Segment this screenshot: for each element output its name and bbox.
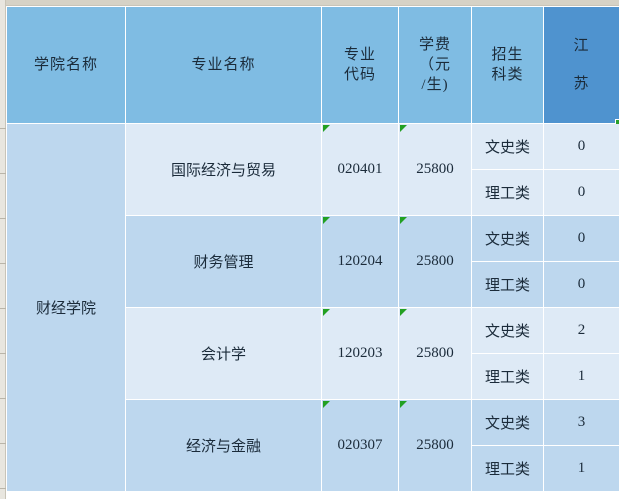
tuition-fee: 25800 — [416, 161, 454, 177]
cell-kelei[interactable]: 理工类 — [471, 445, 544, 492]
table-row: 理工类 0 — [7, 261, 619, 308]
kelei-name: 理工类 — [484, 278, 530, 294]
admission-plan-table: 学院名称 专业名称 专业 代码 学费 （元 /生) 招生 科类 — [6, 6, 619, 492]
tuition-fee: 25800 — [416, 253, 454, 269]
green-triangle-icon — [400, 401, 407, 408]
cell-code[interactable]: 020307 — [321, 399, 399, 492]
kelei-name: 理工类 — [484, 186, 530, 202]
cell-fee[interactable]: 25800 — [398, 399, 472, 492]
kelei-name: 文史类 — [484, 140, 530, 156]
cell-fee[interactable]: 25800 — [398, 307, 472, 400]
cell-fee[interactable]: 25800 — [398, 123, 472, 216]
header-cell-code[interactable]: 专业 代码 — [321, 6, 399, 124]
table-row: 经济与金融 020307 25800 文史类 3 — [7, 399, 619, 492]
jiangsu-quota: 0 — [577, 138, 586, 154]
column-header-strip — [0, 0, 619, 6]
header-cell-jiangsu-selected[interactable]: 江 苏 — [543, 6, 619, 126]
header-label-major: 专业名称 — [191, 56, 256, 73]
header-cell-major[interactable]: 专业名称 — [125, 6, 322, 124]
header-cell-kelei[interactable]: 招生 科类 — [471, 6, 544, 124]
green-triangle-icon — [323, 125, 330, 132]
table-row: 理工类 0 — [7, 169, 619, 216]
cell-kelei[interactable]: 文史类 — [471, 123, 544, 170]
cell-kelei[interactable]: 文史类 — [471, 307, 544, 354]
major-name: 经济与金融 — [185, 439, 261, 455]
header-label-fee-line2: （元 — [418, 56, 451, 73]
green-triangle-icon — [323, 217, 330, 224]
green-triangle-icon — [323, 401, 330, 408]
green-triangle-icon — [400, 217, 407, 224]
cell-major[interactable]: 经济与金融 — [125, 399, 322, 492]
header-label-code-line2: 代码 — [343, 67, 376, 83]
major-name: 国际经济与贸易 — [170, 163, 276, 179]
cell-fee[interactable]: 25800 — [398, 215, 472, 308]
jiangsu-quota: 1 — [577, 368, 586, 384]
major-code: 020401 — [337, 161, 383, 177]
header-label-jiangsu-line2: 苏 — [573, 76, 590, 92]
header-label-kelei-line2: 科类 — [491, 67, 524, 83]
major-code: 020307 — [337, 437, 383, 453]
jiangsu-quota: 0 — [577, 184, 586, 200]
kelei-name: 文史类 — [484, 232, 530, 248]
cell-jiangsu-quota[interactable]: 0 — [543, 261, 619, 308]
header-label-fee-line3: /生) — [421, 77, 449, 94]
cell-kelei[interactable]: 文史类 — [471, 399, 544, 446]
cell-kelei[interactable]: 理工类 — [471, 261, 544, 308]
green-triangle-icon — [400, 309, 407, 316]
header-cell-fee[interactable]: 学费 （元 /生) — [398, 6, 472, 124]
major-code: 120204 — [337, 253, 383, 269]
cell-major[interactable]: 财务管理 — [125, 215, 322, 308]
cell-jiangsu-quota[interactable]: 3 — [543, 399, 619, 446]
table-row: 会计学 120203 25800 文史类 2 — [7, 307, 619, 400]
table-header-row: 学院名称 专业名称 专业 代码 学费 （元 /生) 招生 科类 — [6, 6, 619, 126]
cell-code[interactable]: 120204 — [321, 215, 399, 308]
major-name: 会计学 — [200, 347, 246, 363]
green-triangle-icon — [323, 309, 330, 316]
cell-kelei[interactable]: 文史类 — [471, 215, 544, 262]
kelei-name: 文史类 — [484, 324, 530, 340]
major-name: 财务管理 — [193, 255, 254, 271]
header-label-fee-line1: 学费 — [418, 36, 451, 53]
cell-kelei[interactable]: 理工类 — [471, 353, 544, 400]
header-label-college: 学院名称 — [33, 56, 98, 73]
jiangsu-quota: 0 — [577, 230, 586, 246]
jiangsu-quota: 2 — [577, 322, 586, 338]
cell-major[interactable]: 国际经济与贸易 — [125, 123, 322, 216]
cell-jiangsu-quota[interactable]: 0 — [543, 215, 619, 262]
header-label-code-line1: 专业 — [343, 46, 376, 63]
kelei-name: 理工类 — [484, 462, 530, 478]
header-label-kelei-line1: 招生 — [491, 46, 524, 63]
cell-jiangsu-quota[interactable]: 1 — [543, 353, 619, 400]
cell-kelei[interactable]: 理工类 — [471, 169, 544, 216]
cell-jiangsu-quota[interactable]: 2 — [543, 307, 619, 354]
cell-major[interactable]: 会计学 — [125, 307, 322, 400]
tuition-fee: 25800 — [416, 345, 454, 361]
tuition-fee: 25800 — [416, 437, 454, 453]
table-row: 财经学院 国际经济与贸易 020401 25800 文史类 0 — [6, 123, 619, 492]
cell-college-merged[interactable]: 财经学院 — [6, 123, 126, 492]
cell-code[interactable]: 120203 — [321, 307, 399, 400]
header-cell-college[interactable]: 学院名称 — [6, 6, 126, 124]
jiangsu-quota: 3 — [577, 414, 586, 430]
kelei-name: 理工类 — [484, 370, 530, 386]
row-header-strip — [0, 0, 6, 499]
table-row: 理工类 1 — [7, 353, 619, 400]
college-name: 财经学院 — [35, 301, 96, 317]
green-triangle-icon — [400, 125, 407, 132]
jiangsu-quota: 1 — [577, 460, 586, 476]
table-row: 财务管理 120204 25800 文史类 0 — [7, 215, 619, 308]
header-label-jiangsu-line1: 江 — [573, 37, 590, 54]
jiangsu-quota: 0 — [577, 276, 586, 292]
cell-code[interactable]: 020401 — [321, 123, 399, 216]
kelei-name: 文史类 — [484, 416, 530, 432]
cell-jiangsu-quota[interactable]: 0 — [543, 169, 619, 216]
major-code: 120203 — [337, 345, 383, 361]
table-row: 理工类 1 — [7, 445, 619, 492]
cell-jiangsu-quota[interactable]: 0 — [543, 123, 619, 170]
cell-jiangsu-quota[interactable]: 1 — [543, 445, 619, 492]
